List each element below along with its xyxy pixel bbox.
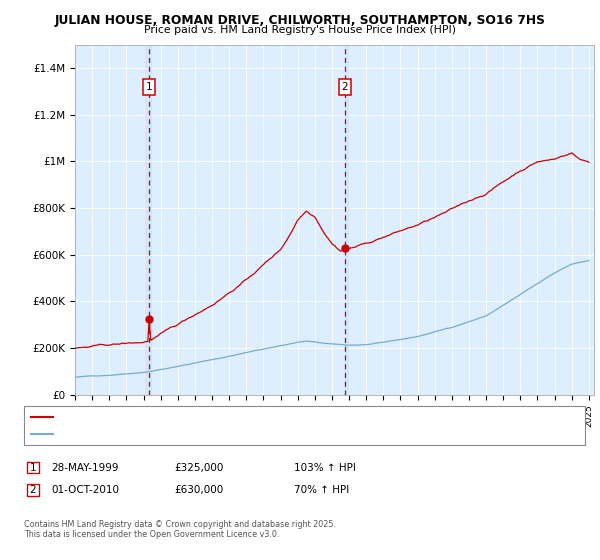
Bar	[143, 45, 151, 395]
Text: 1: 1	[29, 463, 37, 473]
Text: 2: 2	[341, 82, 348, 92]
Text: 2: 2	[29, 485, 37, 495]
Text: 28-MAY-1999: 28-MAY-1999	[51, 463, 119, 473]
Text: Contains HM Land Registry data © Crown copyright and database right 2025.
This d: Contains HM Land Registry data © Crown c…	[24, 520, 336, 539]
Text: JULIAN HOUSE, ROMAN DRIVE, CHILWORTH, SOUTHAMPTON, SO16 7HS (detached house): JULIAN HOUSE, ROMAN DRIVE, CHILWORTH, SO…	[57, 413, 443, 422]
Text: Price paid vs. HM Land Registry's House Price Index (HPI): Price paid vs. HM Land Registry's House …	[144, 25, 456, 35]
Text: £325,000: £325,000	[174, 463, 223, 473]
Text: HPI: Average price, detached house, Test Valley: HPI: Average price, detached house, Test…	[57, 430, 262, 438]
Text: JULIAN HOUSE, ROMAN DRIVE, CHILWORTH, SOUTHAMPTON, SO16 7HS: JULIAN HOUSE, ROMAN DRIVE, CHILWORTH, SO…	[55, 14, 545, 27]
Text: £630,000: £630,000	[174, 485, 223, 495]
Text: 70% ↑ HPI: 70% ↑ HPI	[294, 485, 349, 495]
Bar	[345, 45, 349, 395]
Text: 1: 1	[146, 82, 152, 92]
Text: 103% ↑ HPI: 103% ↑ HPI	[294, 463, 356, 473]
Text: 01-OCT-2010: 01-OCT-2010	[51, 485, 119, 495]
